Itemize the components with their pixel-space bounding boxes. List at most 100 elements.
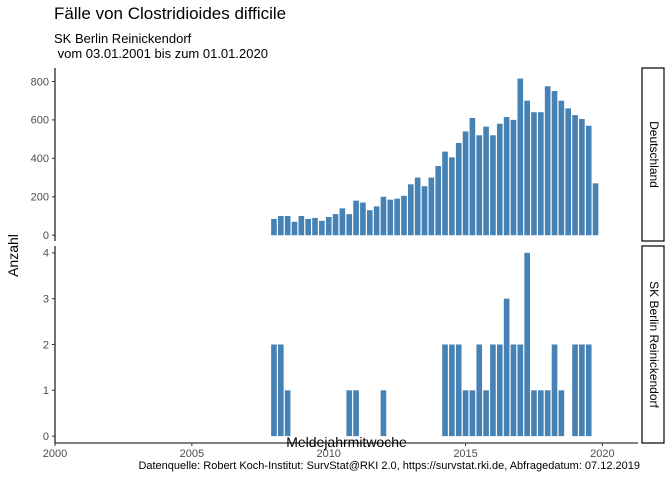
- bar: [531, 112, 537, 236]
- bar: [449, 344, 455, 437]
- facet-label: SK Berlin Reinickendorf: [647, 281, 661, 408]
- bar: [462, 390, 469, 437]
- y-tick-label: 0: [43, 431, 49, 443]
- bar: [469, 390, 476, 437]
- bar: [524, 100, 530, 236]
- bar: [585, 344, 592, 437]
- bar: [271, 344, 277, 437]
- bar: [455, 344, 462, 437]
- bar: [284, 390, 291, 437]
- x-axis-label: Meldejahrmitwoche: [286, 434, 407, 450]
- bar: [319, 220, 325, 236]
- bar: [332, 214, 339, 236]
- y-tick-label: 2: [43, 339, 49, 351]
- bar: [483, 126, 489, 236]
- chart-subtitle-region: SK Berlin Reinickendorf: [54, 31, 192, 46]
- data-source-caption: Datenquelle: Robert Koch-Institut: SurvS…: [138, 460, 640, 472]
- y-tick-label: 1: [43, 385, 49, 397]
- x-tick-label: 2020: [590, 448, 614, 460]
- bar: [572, 115, 578, 236]
- bar: [579, 344, 585, 437]
- facet-strip: [641, 245, 665, 444]
- bar: [435, 166, 442, 236]
- bar: [305, 218, 311, 236]
- bar: [442, 151, 448, 236]
- bar: [538, 390, 544, 437]
- bar: [476, 344, 483, 437]
- bar: [490, 135, 496, 236]
- y-axis-label: Anzahl: [5, 234, 21, 277]
- bar: [544, 390, 551, 437]
- bar: [538, 112, 544, 236]
- bar: [579, 118, 585, 236]
- bar: [428, 177, 435, 236]
- bar: [339, 208, 346, 236]
- bar: [544, 86, 551, 236]
- bar: [325, 216, 332, 236]
- bar: [524, 252, 530, 437]
- y-tick-label: 3: [43, 293, 49, 305]
- bar: [353, 390, 359, 437]
- bar: [380, 390, 387, 437]
- bar: [298, 216, 305, 236]
- y-tick-label: 600: [31, 115, 49, 127]
- y-tick-label: 0: [43, 230, 49, 242]
- bar: [277, 216, 284, 236]
- bar: [380, 196, 387, 236]
- bar: [531, 390, 537, 437]
- y-tick-label: 4: [43, 248, 49, 260]
- bar: [483, 390, 489, 437]
- x-tick-label: 2000: [43, 448, 67, 460]
- bar: [503, 298, 510, 437]
- bar: [387, 199, 394, 236]
- x-tick-label: 2010: [316, 448, 340, 460]
- facet-strip: [641, 67, 665, 242]
- bar: [551, 91, 558, 236]
- bar: [353, 200, 359, 236]
- bar: [455, 142, 462, 236]
- bar: [394, 198, 400, 236]
- bar: [510, 119, 517, 236]
- bar: [496, 344, 503, 437]
- bar: [462, 131, 469, 236]
- bar: [490, 344, 496, 437]
- bar: [401, 195, 407, 236]
- bar: [558, 390, 565, 437]
- bar: [414, 177, 421, 236]
- bar: [558, 100, 565, 236]
- bar: [585, 125, 592, 236]
- bar: [442, 344, 448, 437]
- y-tick-label: 400: [31, 153, 49, 165]
- bar: [360, 202, 366, 236]
- bar: [517, 344, 524, 437]
- bar: [408, 184, 414, 236]
- bar: [346, 390, 353, 437]
- bar: [496, 123, 503, 236]
- bar: [366, 210, 373, 236]
- bar: [346, 214, 353, 236]
- bar: [572, 344, 578, 437]
- x-tick-label: 2005: [180, 448, 204, 460]
- bar: [510, 344, 517, 437]
- bar: [277, 344, 284, 437]
- bar: [592, 183, 599, 236]
- y-tick-label: 200: [31, 192, 49, 204]
- facet-label: Deutschland: [647, 121, 661, 188]
- bar: [271, 218, 277, 236]
- bar: [517, 78, 524, 236]
- bar: [373, 206, 380, 236]
- bar: [469, 117, 476, 236]
- bar: [503, 117, 510, 236]
- bar: [565, 108, 572, 236]
- bar: [449, 157, 455, 236]
- y-tick-label: 800: [31, 76, 49, 88]
- bar: [312, 217, 318, 236]
- bar: [291, 221, 298, 236]
- x-tick-label: 2015: [453, 448, 477, 460]
- chart-subtitle-period: vom 03.01.2001 bis zum 01.01.2020: [54, 46, 268, 61]
- bar: [476, 135, 483, 236]
- bar: [284, 216, 291, 236]
- chart-title: Fälle von Clostridioides difficile: [54, 4, 287, 23]
- bar: [551, 344, 558, 437]
